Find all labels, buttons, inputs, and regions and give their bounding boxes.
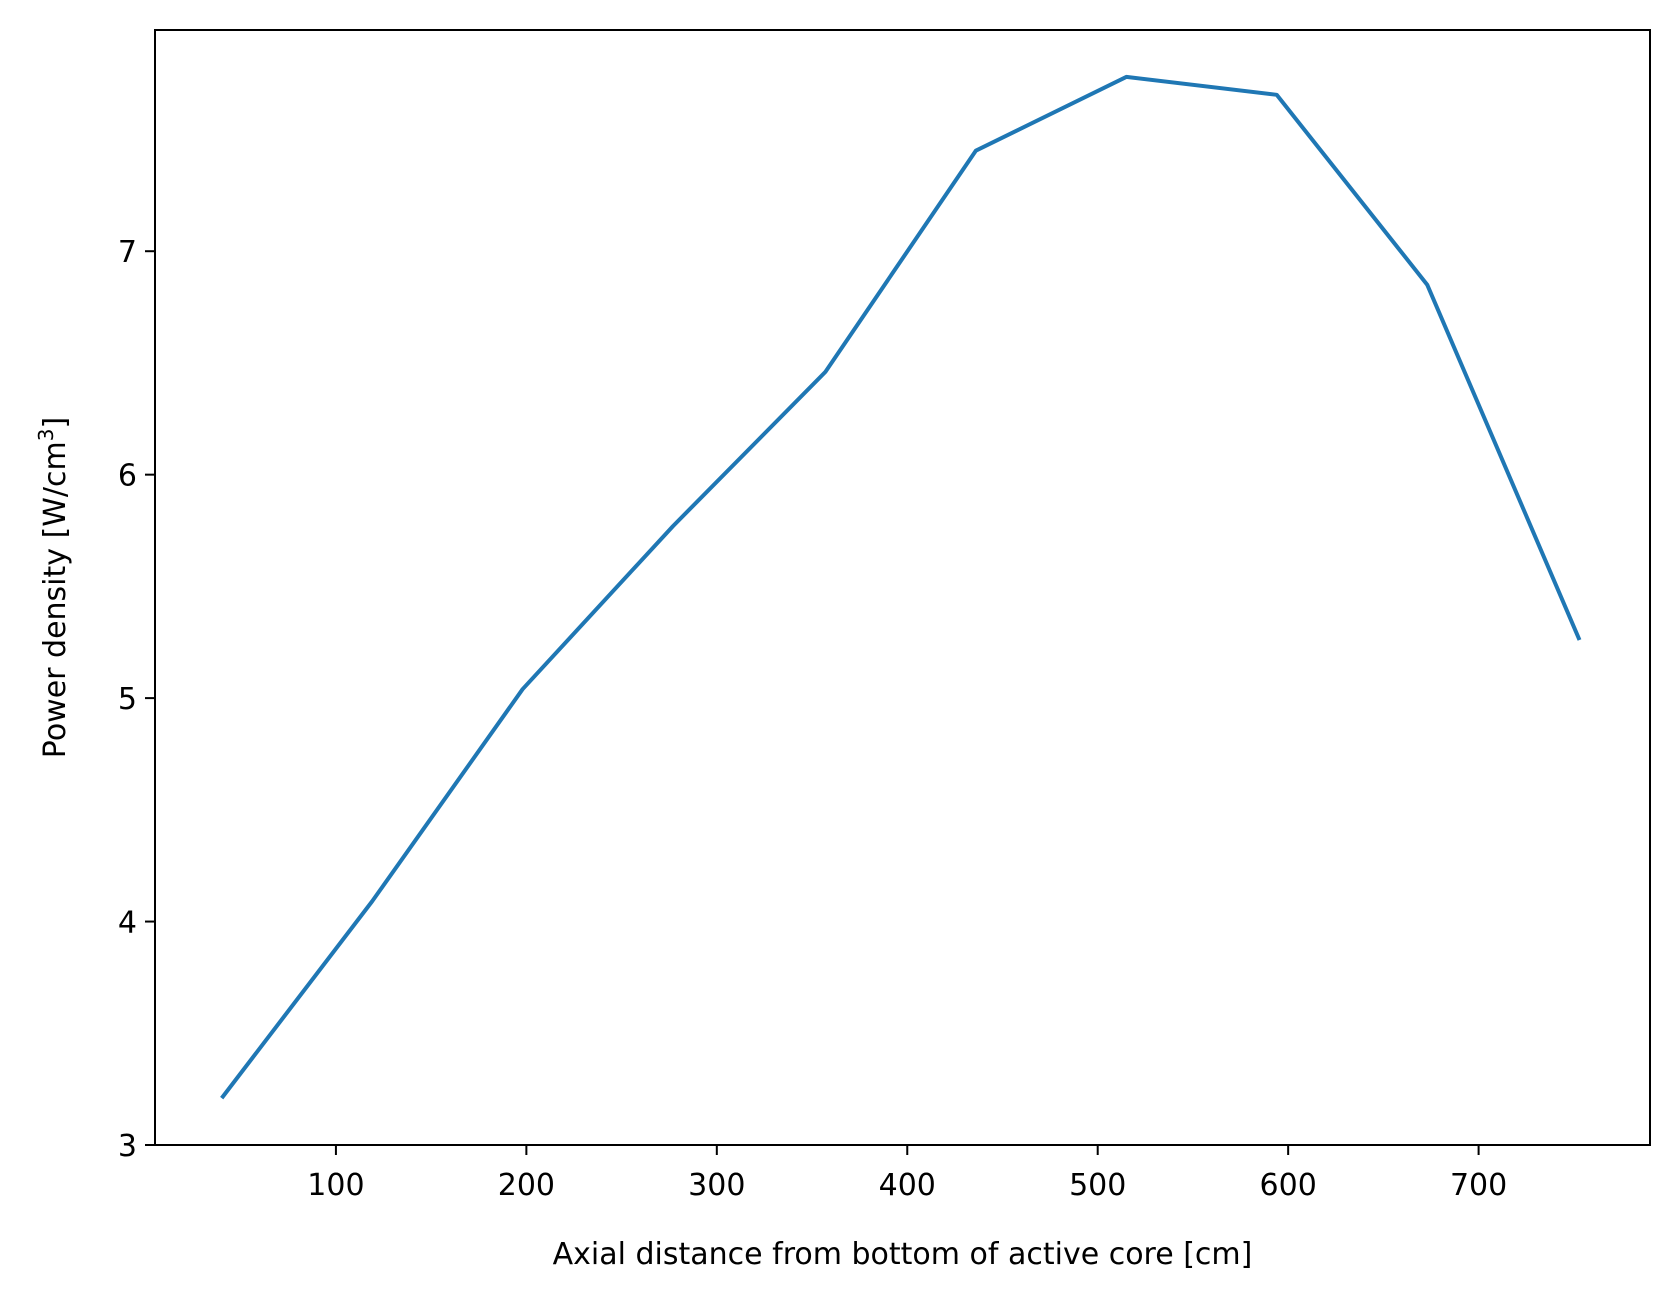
x-axis-label: Axial distance from bottom of active cor… bbox=[553, 1237, 1253, 1272]
y-tick-label: 4 bbox=[118, 906, 137, 941]
x-tick-label: 200 bbox=[498, 1168, 555, 1203]
y-tick-label: 7 bbox=[118, 235, 137, 270]
y-tick-label: 3 bbox=[118, 1129, 137, 1164]
y-tick-label: 6 bbox=[118, 459, 137, 494]
plot-frame bbox=[154, 29, 1651, 1146]
y-axis-ticks: 3 4 5 6 7 bbox=[118, 235, 155, 1164]
x-tick-label: 500 bbox=[1069, 1168, 1126, 1203]
x-tick-label: 400 bbox=[879, 1168, 936, 1203]
x-tick-label: 100 bbox=[307, 1168, 364, 1203]
y-axis-label-superscript: 3 bbox=[34, 429, 58, 442]
y-axis-label-close: ] bbox=[38, 417, 73, 429]
y-tick-label: 5 bbox=[118, 682, 137, 717]
series-line bbox=[220, 74, 1582, 1100]
y-axis-label-main: Power density [W/cm bbox=[38, 441, 73, 758]
x-axis-ticks: 100 200 300 400 500 600 700 bbox=[307, 1145, 1507, 1203]
series-layer bbox=[220, 74, 1582, 1100]
x-tick-label: 300 bbox=[688, 1168, 745, 1203]
x-tick-label: 600 bbox=[1260, 1168, 1317, 1203]
y-axis-label: Power density [W/cm3] bbox=[34, 417, 73, 758]
x-tick-label: 700 bbox=[1450, 1168, 1507, 1203]
